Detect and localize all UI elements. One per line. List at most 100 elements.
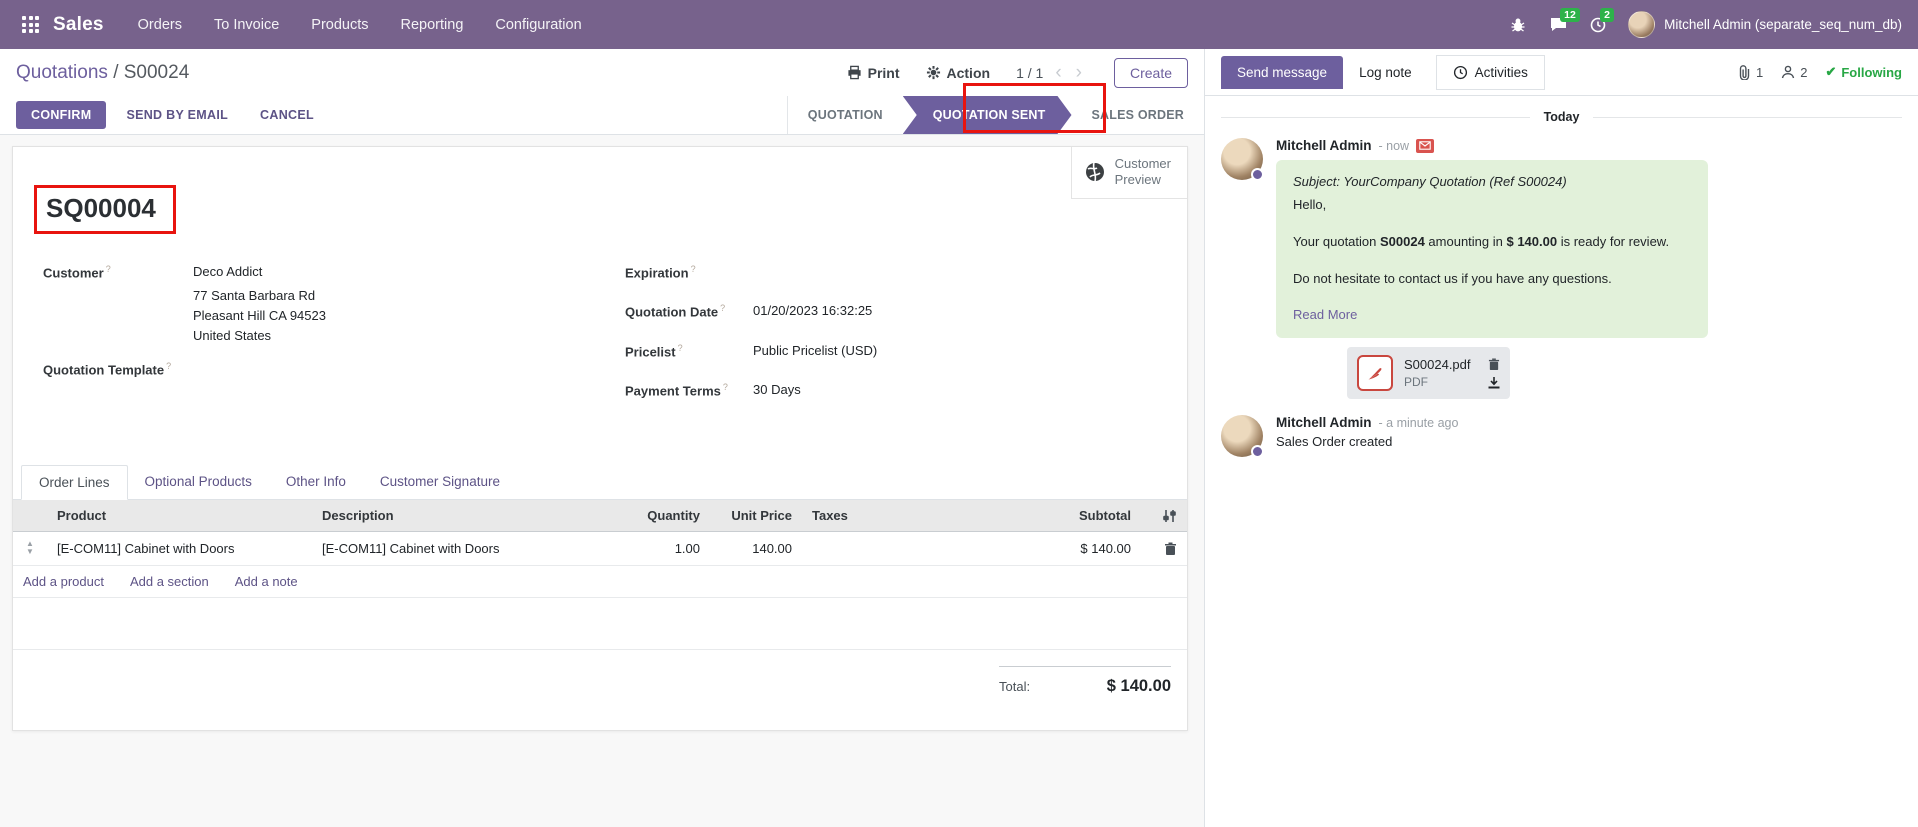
breadcrumb-current: S00024	[123, 61, 190, 83]
help-sup: ?	[677, 342, 683, 353]
messages-icon[interactable]: 12	[1548, 7, 1580, 35]
cancel-button[interactable]: CANCEL	[248, 101, 326, 129]
add-product-link[interactable]: Add a product	[23, 573, 104, 589]
customer-preview-label: Customer Preview	[1114, 156, 1171, 188]
date-divider: Today	[1221, 110, 1903, 124]
breadcrumb-separator: /	[113, 61, 119, 83]
delete-line-icon[interactable]	[1164, 542, 1177, 556]
drag-handle-icon[interactable]: ▲ ▼	[26, 539, 34, 556]
state-sales-order[interactable]: SALES ORDER	[1091, 108, 1184, 122]
col-header-quantity: Quantity	[622, 500, 710, 533]
pdf-icon	[1357, 355, 1393, 392]
attachments-counter[interactable]: 1	[1738, 65, 1763, 80]
followers-counter[interactable]: 2	[1781, 65, 1807, 80]
tab-order-lines[interactable]: Order Lines	[21, 465, 128, 501]
state-quotation-sent[interactable]: QUOTATION SENT	[903, 96, 1072, 134]
schedule-activity-button[interactable]: Activities	[1435, 54, 1545, 90]
email-message-bubble: Subject: YourCompany Quotation (Ref S000…	[1276, 160, 1708, 339]
note-body: Sales Order created	[1276, 434, 1393, 450]
state-quotation[interactable]: QUOTATION	[807, 108, 883, 122]
message-author[interactable]: Mitchell Admin	[1276, 415, 1372, 431]
expiration-label: Expiration	[625, 265, 689, 281]
apps-menu-icon[interactable]	[22, 16, 39, 33]
pricelist-label: Pricelist	[625, 343, 676, 359]
date-divider-label: Today	[1543, 110, 1580, 124]
payment-terms-value[interactable]: 30 Days	[753, 381, 801, 397]
pricelist-value[interactable]: Public Pricelist (USD)	[753, 342, 878, 358]
tab-optional-products[interactable]: Optional Products	[144, 474, 252, 490]
cell-product[interactable]: [E-COM11] Cabinet with Doors	[47, 531, 312, 566]
send-by-email-button[interactable]: SEND BY EMAIL	[114, 101, 240, 129]
customer-label: Customer	[43, 265, 104, 281]
print-button[interactable]: Print	[847, 65, 900, 81]
log-note-button[interactable]: Log note	[1359, 64, 1412, 80]
action-button[interactable]: Action	[926, 64, 991, 81]
top-navbar: Sales Orders To Invoice Products Reporti…	[0, 0, 1918, 49]
app-brand[interactable]: Sales	[53, 13, 104, 35]
tab-other-info[interactable]: Other Info	[285, 474, 346, 490]
gear-icon	[926, 65, 941, 80]
nav-item-to-invoice[interactable]: To Invoice	[213, 16, 280, 33]
cell-quantity[interactable]: 1.00	[622, 531, 710, 566]
cell-unit-price[interactable]: 140.00	[710, 531, 802, 566]
add-note-link[interactable]: Add a note	[234, 573, 298, 589]
pager-prev-icon[interactable]: ‹	[1055, 62, 1062, 83]
followers-count: 2	[1800, 64, 1808, 80]
avatar	[1221, 415, 1264, 459]
payment-terms-label: Payment Terms	[625, 383, 721, 399]
nav-item-configuration[interactable]: Configuration	[495, 16, 582, 33]
confirm-button[interactable]: CONFIRM	[16, 101, 107, 129]
help-sup: ?	[720, 303, 726, 314]
read-more-link[interactable]: Read More	[1293, 307, 1358, 323]
tab-customer-signature[interactable]: Customer Signature	[379, 474, 500, 490]
col-header-product: Product	[47, 500, 312, 533]
cell-subtotal: $ 140.00	[1025, 531, 1141, 566]
create-button[interactable]: Create	[1113, 57, 1188, 88]
breadcrumb-quotations[interactable]: Quotations	[16, 61, 108, 83]
add-section-link[interactable]: Add a section	[129, 573, 209, 589]
attachment-download-icon[interactable]	[1488, 376, 1500, 389]
message-email: Mitchell Admin - now Subject: YourCompan…	[1205, 138, 1918, 400]
pager-counter[interactable]: 1 / 1	[1016, 64, 1044, 81]
statusbar: CONFIRM SEND BY EMAIL CANCEL QUOTATION Q…	[0, 83, 1204, 135]
col-header-taxes: Taxes	[802, 500, 1025, 533]
attachments-count: 1	[1755, 64, 1764, 80]
send-message-button[interactable]: Send message	[1221, 55, 1344, 89]
optional-columns-icon[interactable]	[1162, 509, 1177, 523]
quotation-date-value[interactable]: 01/20/2023 16:32:25	[753, 303, 873, 319]
user-menu[interactable]: Mitchell Admin (separate_seq_num_db)	[1628, 11, 1902, 38]
presence-dot	[1251, 445, 1264, 459]
activities-label: Activities	[1474, 64, 1528, 80]
activities-clock-icon[interactable]: 2	[1588, 7, 1614, 35]
debug-bug-icon[interactable]	[1508, 15, 1528, 35]
attachment-card[interactable]: S00024.pdf PDF	[1347, 347, 1510, 400]
annotation-red-box-title: SQ00004	[34, 185, 176, 234]
nav-item-orders[interactable]: Orders	[137, 16, 182, 33]
customer-address: 77 Santa Barbara Rd Pleasant Hill CA 945…	[193, 288, 326, 343]
attachment-delete-icon[interactable]	[1488, 358, 1500, 371]
quotation-title: SQ00004	[46, 193, 156, 223]
cell-taxes[interactable]	[802, 531, 1025, 566]
user-avatar	[1628, 11, 1656, 38]
order-line-row[interactable]: ▲ ▼ [E-COM11] Cabinet with Doors [E-COM11…	[13, 531, 1187, 566]
quotation-date-label: Quotation Date	[625, 304, 719, 320]
action-label: Action	[946, 64, 991, 81]
attachment-name[interactable]: S00024.pdf	[1404, 357, 1471, 373]
nav-item-products[interactable]: Products	[311, 16, 369, 33]
person-icon	[1781, 65, 1795, 79]
col-header-unit-price: Unit Price	[710, 500, 802, 533]
chatter-panel: Send message Log note Activities	[1204, 49, 1918, 827]
following-button[interactable]: ✔ Following	[1825, 64, 1902, 80]
message-author[interactable]: Mitchell Admin	[1276, 138, 1372, 153]
nav-item-reporting[interactable]: Reporting	[400, 16, 464, 33]
customer-preview-button[interactable]: Customer Preview	[1070, 147, 1187, 199]
control-panel: Quotations / S00024 Print	[0, 49, 1204, 96]
paperclip-icon	[1738, 64, 1751, 80]
check-icon: ✔	[1825, 64, 1837, 79]
globe-icon	[1084, 161, 1106, 183]
cell-description[interactable]: [E-COM11] Cabinet with Doors	[312, 531, 622, 566]
customer-value[interactable]: Deco Addict	[193, 264, 263, 279]
total-value: $ 140.00	[1106, 676, 1171, 695]
total-label: Total:	[999, 678, 1031, 694]
pager-next-icon[interactable]: ›	[1075, 62, 1082, 83]
